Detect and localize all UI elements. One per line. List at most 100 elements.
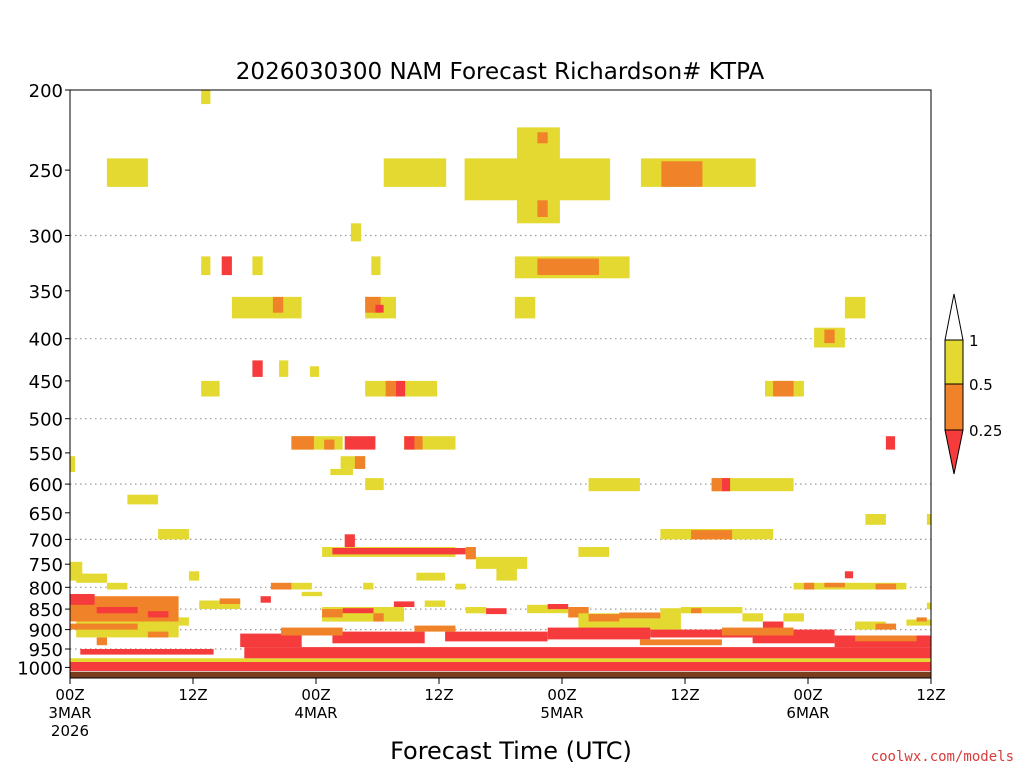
- heatmap-cell: [354, 456, 366, 469]
- heatmap-cell: [252, 360, 263, 377]
- heatmap-cell: [875, 583, 897, 590]
- heatmap-cell: [527, 604, 569, 614]
- heatmap-cell: [270, 582, 292, 590]
- heatmap-cell: [465, 547, 476, 560]
- legend-bottom-triangle: [944, 429, 964, 475]
- y-tick-label: 800: [29, 578, 63, 599]
- legend-label: 1: [969, 332, 979, 350]
- x-tick-label: 12Z: [916, 686, 945, 704]
- y-tick-label: 850: [29, 600, 63, 621]
- legend-label: 0.5: [969, 376, 993, 394]
- heatmap-cell: [875, 623, 897, 630]
- x-tick-label: 6MAR: [786, 704, 829, 722]
- y-tick-label: 450: [29, 372, 63, 393]
- legend-swatch: [944, 339, 964, 385]
- legend-label: 0.25: [969, 422, 1002, 440]
- heatmap-cell: [96, 607, 138, 614]
- colorbar-legend: 1 0.5 0.25: [944, 293, 1002, 475]
- x-axis-label: Forecast Time (UTC): [390, 737, 632, 765]
- y-tick-label: 950: [29, 640, 63, 661]
- heatmap-cell: [80, 649, 214, 655]
- heatmap-cell: [691, 530, 733, 540]
- heatmap-cell: [404, 436, 415, 450]
- heatmap-cell: [70, 456, 76, 472]
- x-tick-label: 12Z: [424, 686, 453, 704]
- heatmap-cell: [680, 607, 743, 614]
- x-tick-label: 2026: [51, 722, 89, 740]
- y-tick-label: 200: [29, 81, 63, 102]
- heatmap-cell: [147, 631, 169, 638]
- heatmap-cell: [221, 256, 232, 276]
- heatmap-cell: [395, 380, 406, 397]
- heatmap-cell: [537, 258, 599, 275]
- heatmap-cell: [201, 256, 211, 276]
- heatmap-cells: [70, 90, 932, 671]
- heatmap-cell: [455, 583, 466, 590]
- heatmap-cell: [272, 296, 284, 313]
- heatmap-cell: [70, 623, 138, 630]
- x-tick-label: 3MAR: [48, 704, 91, 722]
- heatmap-cell: [588, 614, 620, 622]
- y-tick-label: 500: [29, 410, 63, 431]
- heatmap-cell: [475, 556, 528, 569]
- y-tick-label: 1000: [17, 658, 63, 679]
- heatmap-cell: [201, 90, 211, 105]
- heatmap-cell: [537, 200, 548, 217]
- y-tick-label: 900: [29, 621, 63, 642]
- x-tick-label: 00Z: [793, 686, 822, 704]
- heatmap-cell: [691, 608, 702, 614]
- heatmap-cell: [106, 158, 148, 187]
- heatmap-cell: [350, 223, 362, 242]
- heatmap-cell: [547, 627, 651, 640]
- heatmap-cell: [244, 647, 932, 659]
- y-tick-label: 700: [29, 530, 63, 551]
- heatmap-cell: [385, 380, 396, 397]
- heatmap-cell: [711, 478, 794, 492]
- heatmap-cell: [231, 296, 302, 319]
- heatmap-cell: [865, 514, 886, 525]
- heatmap-cell: [711, 478, 722, 492]
- heatmap-cell: [279, 360, 289, 377]
- heatmap-cell: [291, 436, 314, 450]
- heatmap-cell: [281, 627, 343, 636]
- heatmap-cell: [106, 582, 128, 590]
- heatmap-cell: [465, 607, 487, 614]
- heatmap-cell: [332, 631, 425, 644]
- credit-text: coolwx.com/models: [871, 749, 1014, 765]
- heatmap-cell: [416, 572, 446, 581]
- heatmap-cell: [514, 296, 536, 319]
- heatmap-cell: [783, 613, 804, 622]
- y-tick-label: 300: [29, 227, 63, 248]
- heatmap-cell: [742, 613, 763, 622]
- y-axis: 200 250 300 350 400 450 500 550 600 650 700 7508008…: [17, 81, 70, 679]
- y-tick-label: 400: [29, 330, 63, 351]
- heatmap-cell: [201, 380, 220, 397]
- heatmap-cell: [916, 617, 927, 622]
- heatmap-cell: [240, 633, 302, 648]
- y-tick-label: 350: [29, 282, 63, 303]
- legend-top-triangle: [944, 293, 964, 341]
- heatmap-cell: [371, 256, 381, 276]
- heatmap-cell: [661, 161, 703, 187]
- heatmap-cell: [188, 571, 200, 581]
- heatmap-cell: [650, 629, 753, 638]
- gridlines: [70, 234, 931, 669]
- heatmap-cell: [619, 612, 661, 619]
- heatmap-cell: [70, 662, 931, 671]
- heatmap-cell: [219, 598, 241, 604]
- heatmap-cell: [762, 621, 784, 630]
- heatmap-cell: [824, 329, 835, 344]
- heatmap-cell: [568, 607, 589, 618]
- heatmap-cell: [291, 582, 312, 590]
- x-tick-label: 00Z: [301, 686, 330, 704]
- surface-band: [70, 671, 931, 678]
- ground-band: [70, 671, 931, 678]
- heatmap-cell: [721, 627, 794, 636]
- x-tick-label: 4MAR: [294, 704, 337, 722]
- heatmap-cell: [773, 380, 794, 397]
- heatmap-cell: [332, 548, 466, 555]
- heatmap-cell: [844, 571, 854, 579]
- x-tick-label: 00Z: [547, 686, 576, 704]
- heatmap-cell: [70, 594, 95, 605]
- heatmap-cell: [309, 366, 320, 377]
